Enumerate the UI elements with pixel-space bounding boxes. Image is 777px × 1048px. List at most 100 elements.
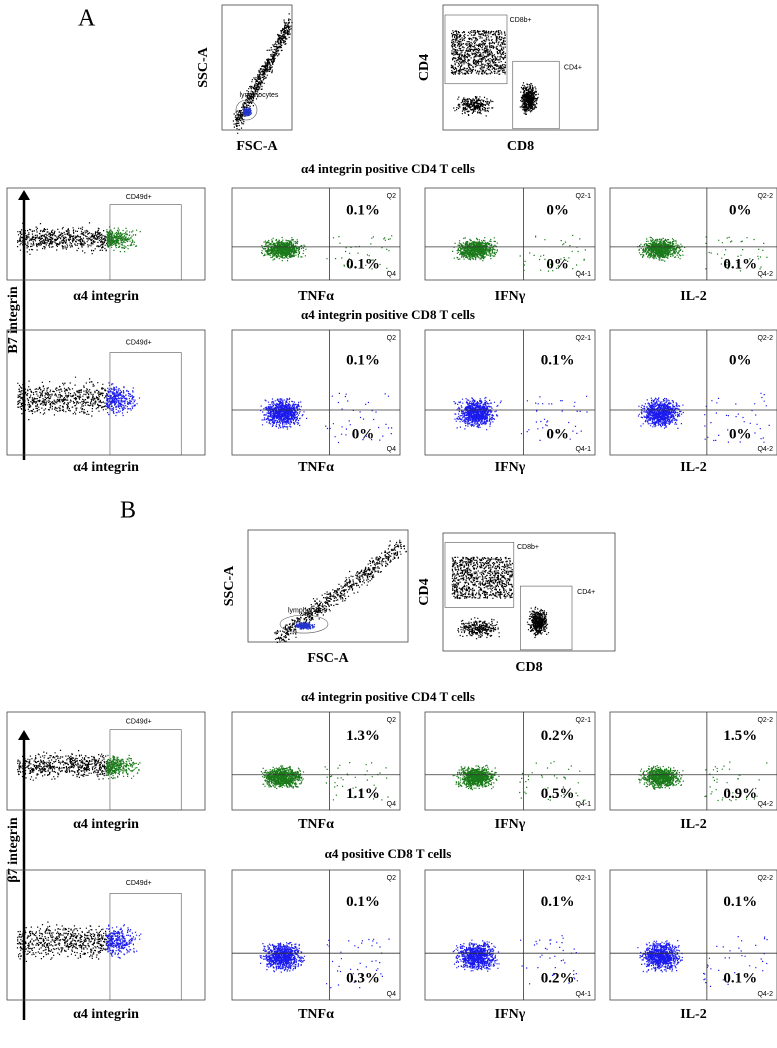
gate: [109, 204, 182, 281]
quadrant-label: Q2-2: [757, 335, 773, 342]
gate: [444, 14, 508, 85]
plot-frame: [231, 869, 401, 1001]
percent: 0%: [729, 426, 752, 442]
dots: [17, 376, 108, 421]
percent: 0%: [546, 426, 569, 442]
x-axis-label: CD8: [507, 139, 534, 154]
percent: 1.5%: [723, 728, 757, 744]
dots: [457, 617, 500, 640]
plot: Q2 Q4 0.1% 0.3%: [231, 869, 401, 1001]
quadrant-label: Q4-1: [575, 446, 591, 453]
plot-frame: [247, 529, 409, 643]
x-axis-label: TNFα: [298, 817, 334, 832]
gate: [109, 893, 182, 1001]
x-axis-label: TNFα: [298, 1007, 334, 1022]
gate-label: CD49d+: [126, 880, 152, 887]
x-axis-label: IL-2: [680, 289, 706, 304]
plot: CD49d+: [6, 187, 206, 281]
plot: Q2-2 Q4-2 0% 0%: [609, 329, 777, 456]
x-axis-label: α4 integrin: [73, 817, 139, 832]
dots: [274, 539, 407, 643]
percent: 1.1%: [346, 786, 380, 802]
dots: [17, 749, 108, 781]
dots: [232, 13, 293, 134]
row-title: α4 positive CD8 T cells: [325, 846, 452, 861]
gate: [235, 99, 258, 121]
percent: 0.1%: [723, 971, 757, 987]
row-title: α4 integrin positive CD4 T cells: [301, 689, 475, 704]
plot: lymphocytes: [247, 529, 409, 643]
plot-frame: [424, 711, 596, 811]
dots: [17, 222, 108, 255]
plot-frame: [6, 329, 206, 456]
plot: Q2-2 Q4-2 1.5% 0.9%: [609, 711, 777, 811]
dots: [638, 765, 684, 790]
y-axis-label: Β7 integrin: [6, 286, 21, 353]
x-axis-label: IL-2: [680, 1007, 706, 1022]
x-axis-label: α4 integrin: [73, 460, 139, 475]
plot-frame: [221, 4, 293, 131]
arrow-head: [18, 190, 30, 200]
percent: 0.2%: [541, 728, 575, 744]
quadrant-label: Q4-2: [757, 446, 773, 453]
x-axis-label: IL-2: [680, 817, 706, 832]
quadrant-label: Q4-2: [757, 991, 773, 998]
quadrant-label: Q2-1: [575, 717, 591, 724]
arrow-head: [18, 730, 30, 740]
dots: [452, 764, 500, 791]
dots: [637, 397, 684, 429]
plot: Q2 Q4 0.1% 0.1%: [231, 187, 401, 281]
x-axis-label: IL-2: [680, 460, 706, 475]
percent: 0.9%: [723, 786, 757, 802]
plot-frame: [6, 711, 206, 811]
dots: [16, 921, 107, 962]
dots: [106, 924, 142, 959]
quadrant-label: Q4-1: [575, 991, 591, 998]
y-axis-label: SSC-A: [222, 565, 237, 606]
percent: 0%: [352, 426, 375, 442]
y-axis-label: β7 integrin: [6, 817, 21, 883]
gate: [444, 542, 515, 608]
plot-frame: [424, 187, 596, 281]
dots: [520, 395, 588, 441]
quadrant-label: Q4: [387, 991, 396, 998]
quadrant-label: Q4-1: [575, 271, 591, 278]
dots: [242, 106, 253, 117]
x-axis-label: TNFα: [298, 460, 334, 475]
dots: [106, 226, 141, 253]
quadrant-label: Q4-1: [575, 801, 591, 808]
plot: Q2-1 Q4-1 0% 0%: [424, 187, 596, 281]
dots: [452, 237, 498, 262]
plot-frame: [424, 869, 596, 1001]
dots: [294, 621, 315, 630]
panel-letter: B: [120, 498, 136, 524]
dots: [261, 236, 307, 262]
y-axis-label: CD4: [417, 578, 432, 605]
row-title: α4 integrin positive CD8 T cells: [301, 307, 475, 322]
x-axis-label: IFNγ: [495, 817, 526, 832]
gate: [109, 352, 182, 456]
dots: [637, 236, 686, 262]
plot-frame: [442, 4, 599, 131]
plot: Q2 Q4 0.1% 0%: [231, 329, 401, 456]
plot: Q2 Q4 1.3% 1.1%: [231, 711, 401, 811]
x-axis-label: α4 integrin: [73, 289, 139, 304]
quadrant-label: Q2-2: [757, 193, 773, 200]
quadrant-label: Q4: [387, 271, 396, 278]
plot: lymphocytes: [221, 4, 293, 134]
percent: 0.1%: [723, 257, 757, 273]
gate: [512, 60, 560, 130]
plot-frame: [231, 711, 401, 811]
quadrant-label: Q2: [387, 717, 396, 724]
dots: [451, 556, 513, 600]
plot: CD8b+ CD4+: [442, 532, 616, 652]
dots: [704, 392, 770, 443]
quadrant-label: Q4: [387, 801, 396, 808]
percent: 0.1%: [346, 257, 380, 273]
gate-label: CD49d+: [126, 194, 152, 201]
x-axis-label: FSC-A: [307, 651, 349, 666]
quadrant-label: Q4-2: [757, 801, 773, 808]
x-axis-label: TNFα: [298, 289, 334, 304]
quadrant-label: Q2-1: [575, 335, 591, 342]
